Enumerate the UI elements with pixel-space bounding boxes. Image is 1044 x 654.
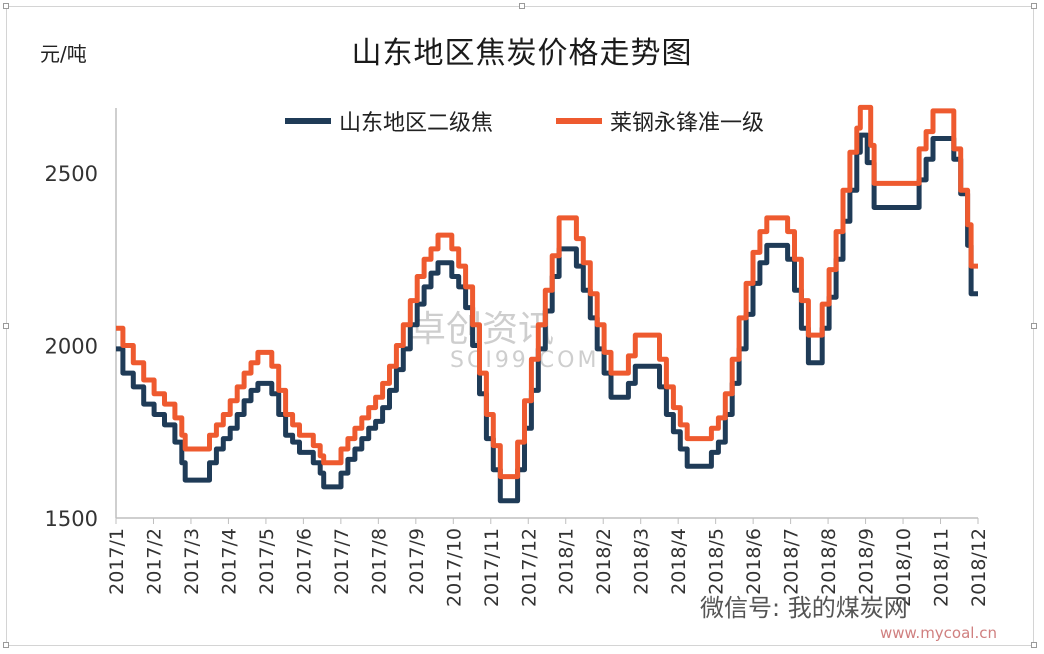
site-watermark: www.mycoal.cn [880,624,997,642]
legend-swatch-2 [556,118,602,124]
wechat-watermark: 微信号: 我的煤炭网 [700,594,908,622]
chart-title: 山东地区焦炭价格走势图 [351,36,693,71]
resize-handle-top-left[interactable] [3,3,9,9]
resize-handle-middle-left[interactable] [3,323,9,329]
watermark-main: 卓创资讯 [410,309,555,350]
legend-label-1: 山东地区二级焦 [339,111,494,136]
resize-handle-bottom-right[interactable] [1031,642,1037,648]
legend-item-1: 山东地区二级焦 [285,106,493,136]
legend-item-2: 莱钢永锋准一级 [556,106,764,136]
resize-handle-bottom-left[interactable] [3,642,9,648]
resize-handle-top-center[interactable] [519,3,525,9]
legend-label-2: 莱钢永锋准一级 [610,111,765,136]
watermark-sub: SCI99.COM [450,348,600,373]
y-axis-unit-label: 元/吨 [40,42,87,66]
resize-handle-top-right[interactable] [1031,3,1037,9]
legend-swatch-1 [285,118,331,124]
resize-handle-middle-right[interactable] [1031,323,1037,329]
watermark: 卓创资讯 SCI99.COM [410,300,599,373]
